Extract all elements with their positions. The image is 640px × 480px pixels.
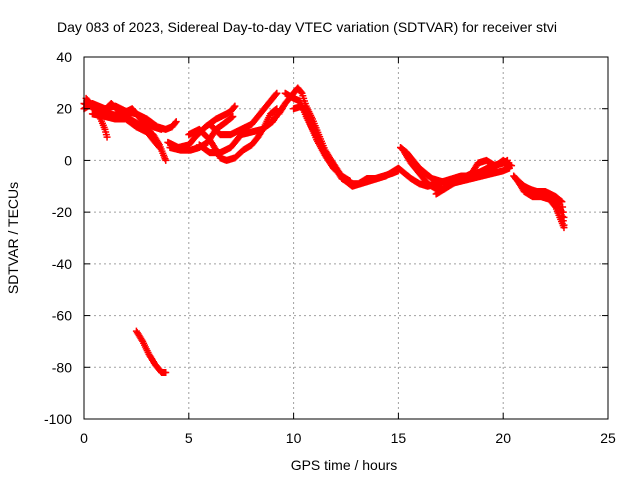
data-point	[229, 112, 237, 120]
x-tick-label: 25	[600, 430, 616, 446]
y-tick-label: -60	[52, 308, 72, 324]
data-point	[560, 213, 568, 221]
data-point	[297, 88, 305, 96]
data-point	[158, 125, 166, 133]
plot-frame	[83, 56, 609, 420]
x-tick-labels: 0 5 10 15 20 25	[80, 430, 616, 446]
data-point	[346, 177, 354, 185]
data-points	[80, 84, 568, 376]
x-tick-label: 5	[185, 430, 193, 446]
x-tick-label: 10	[286, 430, 302, 446]
data-point	[231, 102, 239, 110]
y-tick-label: 20	[56, 101, 72, 117]
chart-title: Day 083 of 2023, Sidereal Day-to-day VTE…	[57, 19, 557, 35]
y-tick-label: -100	[44, 411, 72, 427]
y-tick-label: -80	[52, 359, 72, 375]
y-tick-label: 40	[56, 49, 72, 65]
data-point	[560, 224, 568, 232]
data-point	[273, 89, 281, 97]
data-point	[162, 368, 170, 376]
data-point	[272, 90, 280, 98]
data-point	[155, 144, 163, 151]
data-point	[162, 156, 170, 164]
x-tick-label: 20	[495, 430, 511, 446]
axis-ticks	[83, 56, 609, 420]
grid-lines	[84, 57, 608, 419]
data-point	[103, 133, 111, 141]
y-tick-label: -40	[52, 256, 72, 272]
y-tick-label: 0	[64, 152, 72, 168]
y-axis-label: SDTVAR / TECUs	[5, 182, 21, 294]
data-point	[230, 103, 238, 111]
data-point	[171, 119, 179, 127]
x-tick-label: 15	[391, 430, 407, 446]
y-tick-label: -20	[52, 204, 72, 220]
data-point	[394, 167, 402, 175]
data-point	[508, 162, 516, 170]
data-point	[172, 118, 180, 126]
data-point	[155, 142, 163, 150]
x-axis-label: GPS time / hours	[291, 457, 398, 473]
y-tick-labels: 40 20 0 -20 -40 -60 -80 -100	[44, 49, 72, 427]
x-tick-label: 0	[80, 430, 88, 446]
